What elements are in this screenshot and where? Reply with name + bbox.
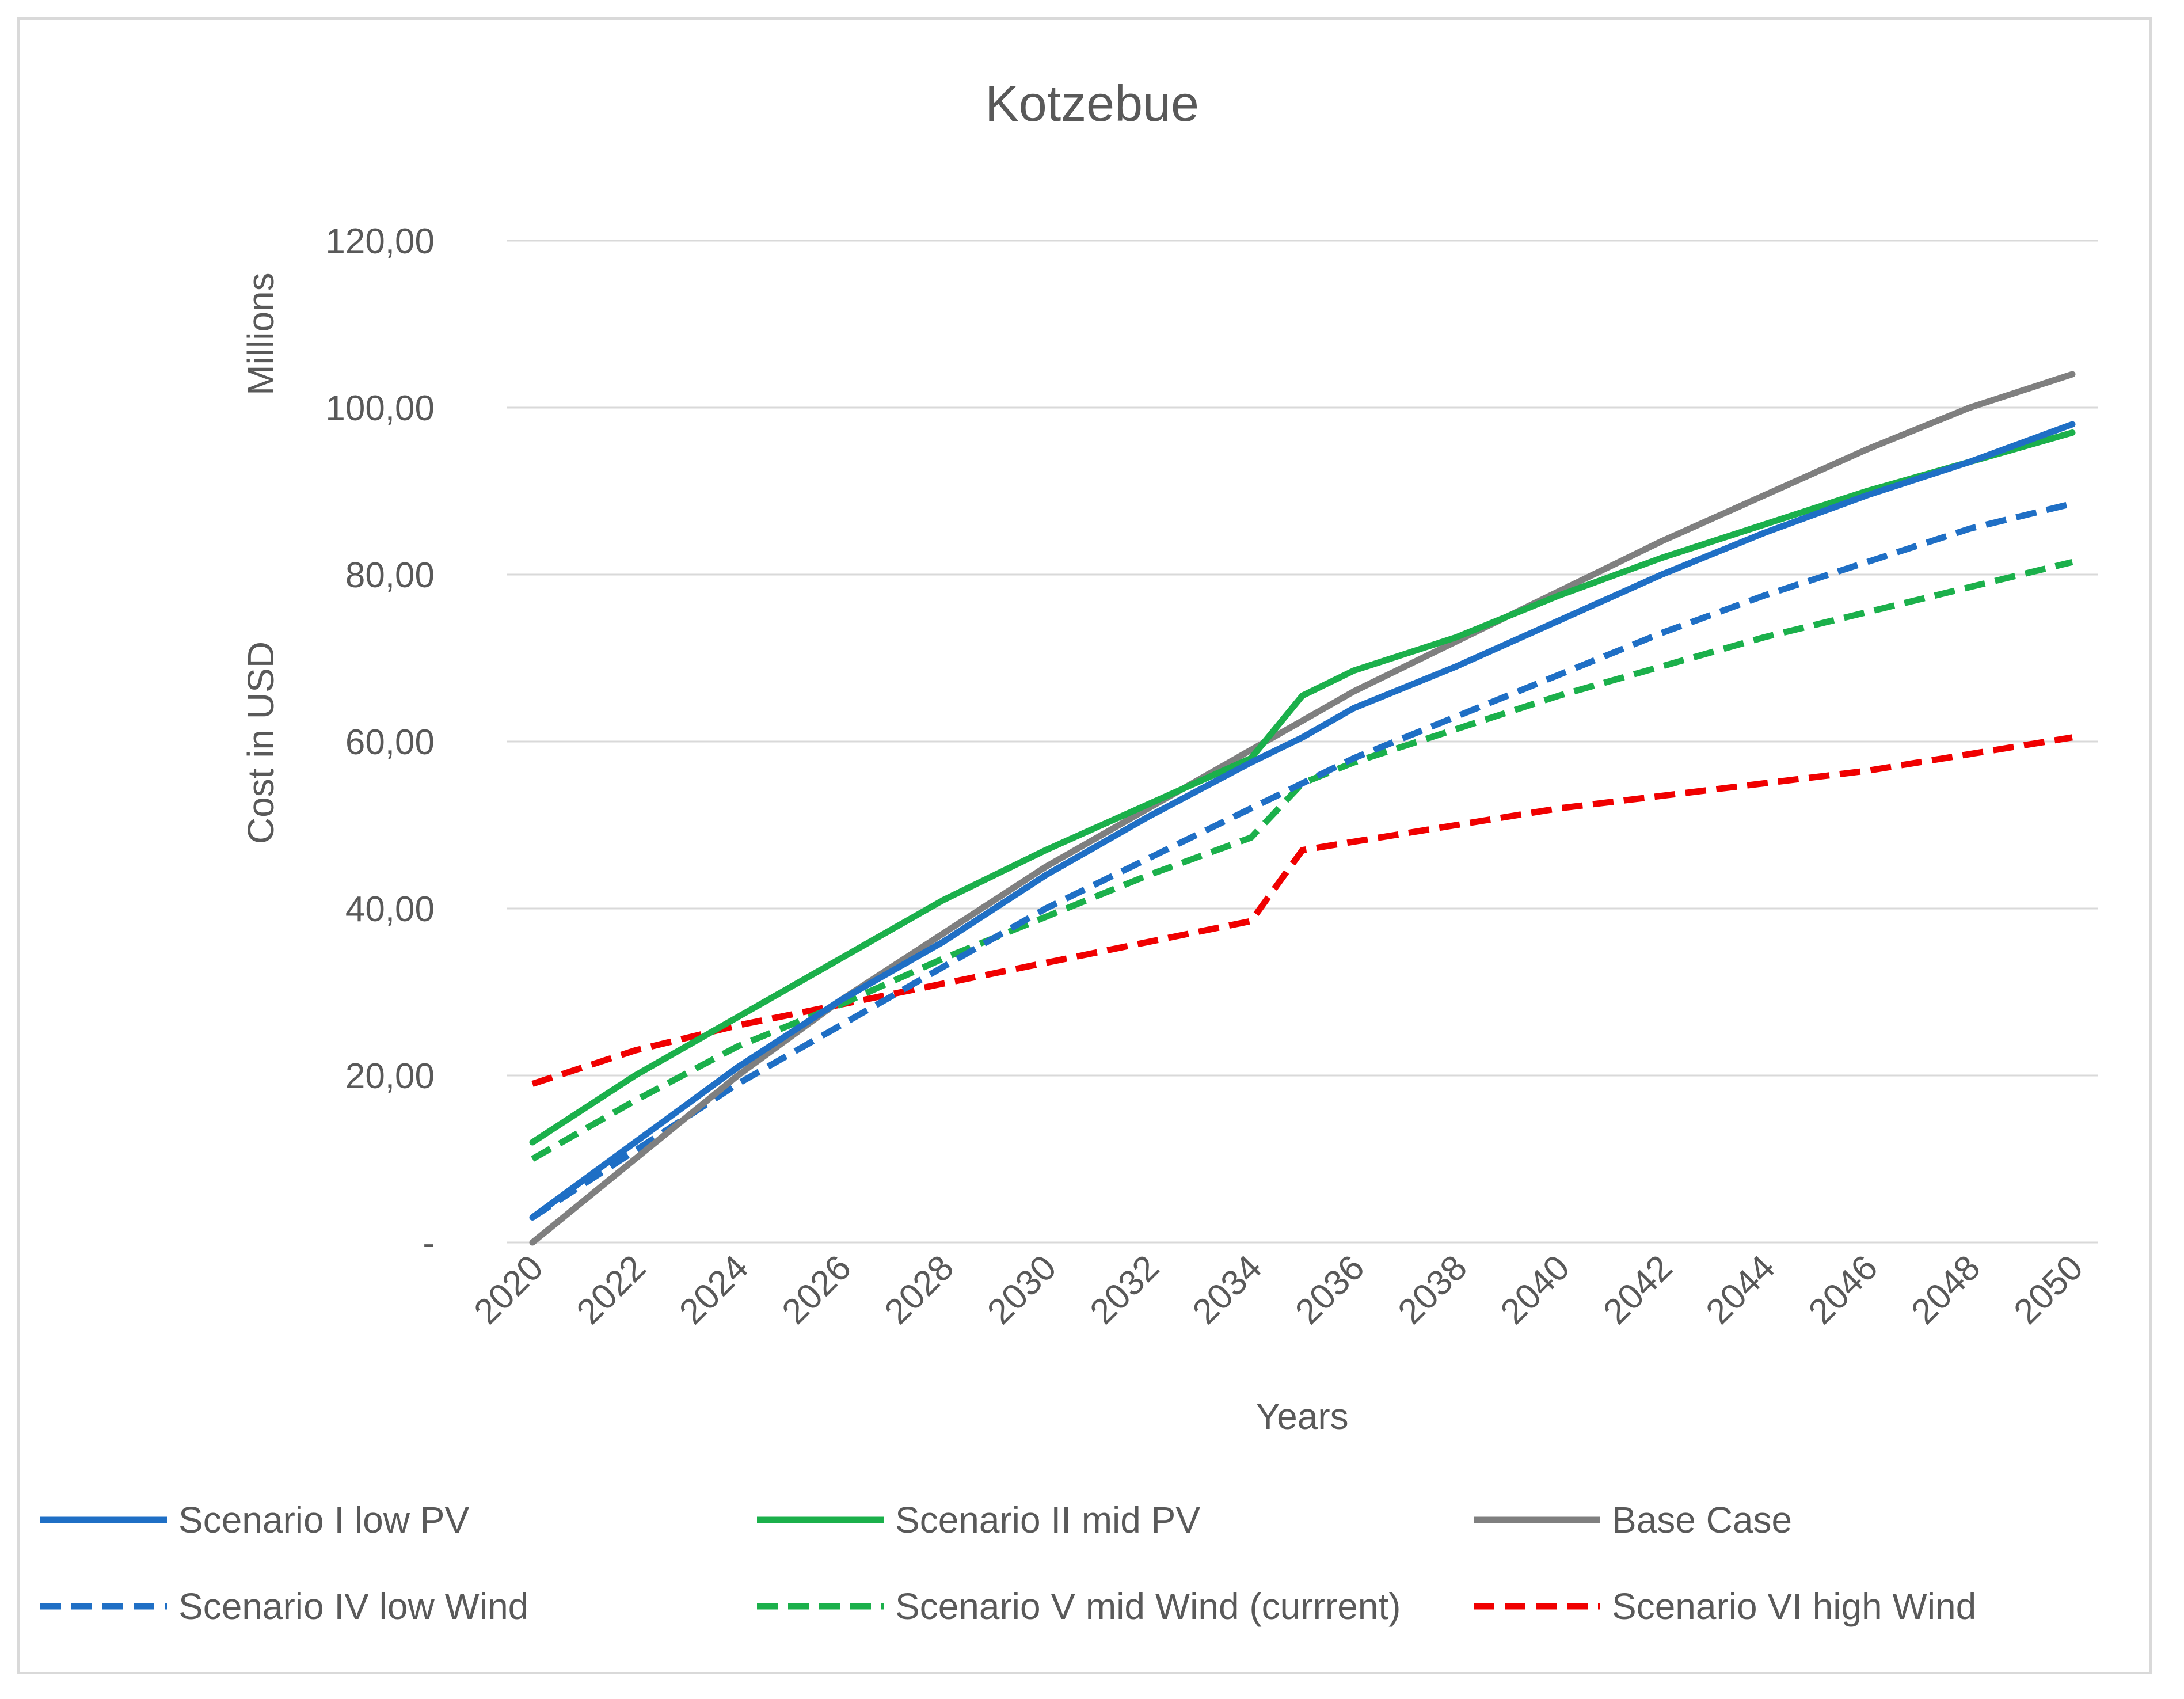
legend-item-scenario-v-mid-wind-currrent: Scenario V mid Wind (currrent) [757,1586,1401,1627]
x-axis-title: Years [1255,1396,1348,1437]
legend: Scenario I low PV Scenario II mid PV Base … [40,1499,1976,1627]
x-tick-label: 2036 [1288,1248,1372,1332]
x-tick-label: 2046 [1801,1248,1885,1332]
x-tick-label: 2038 [1391,1248,1475,1332]
series-line-scenario-iv-low-wind [531,500,2073,1221]
legend-item-scenario-iv-low-wind: Scenario IV low Wind [40,1586,528,1627]
legend-label: Scenario II mid PV [895,1499,1200,1541]
y-tick-label: 120,00 [325,222,435,261]
x-tick-label: 2042 [1596,1248,1680,1332]
series-lines [529,371,2076,1246]
y-tick-label: 20,00 [345,1056,435,1096]
x-tick-label: 2020 [467,1248,551,1332]
x-tick-label: 2028 [877,1248,961,1332]
legend-item-scenario-vi-high-wind: Scenario VI high Wind [1474,1586,1976,1627]
x-tick-label: 2040 [1493,1248,1577,1332]
x-tick-label: 2030 [980,1248,1064,1332]
y-tick-label: 80,00 [345,556,435,595]
legend-item-scenario-i-low-pv: Scenario I low PV [40,1499,469,1541]
legend-label: Scenario V mid Wind (currrent) [895,1586,1401,1627]
x-tick-label: 2032 [1083,1248,1167,1332]
x-tick-label: 2026 [775,1248,859,1332]
y-axis-unit-label: Millions [240,272,281,395]
legend-label: Scenario I low PV [178,1499,469,1541]
x-tick-label: 2048 [1904,1248,1988,1332]
legend-item-base-case: Base Case [1474,1499,1792,1541]
series-line-scenario-vi-high-wind [531,734,2073,1087]
legend-item-scenario-ii-mid-pv: Scenario II mid PV [757,1499,1200,1541]
y-tick-label: 40,00 [345,890,435,929]
x-tick-label: 2022 [569,1248,653,1332]
series-line-scenario-ii-mid-pv [529,429,2076,1146]
x-tick-label: 2044 [1699,1248,1783,1332]
series-line-scenario-v-mid-wind-currrent [531,558,2073,1162]
x-tick-label: 2034 [1185,1248,1269,1332]
legend-label: Scenario VI high Wind [1612,1586,1976,1627]
y-axis-title: Cost in USD [240,641,281,844]
chart-title: Kotzebue [985,75,1199,132]
legend-label: Scenario IV low Wind [178,1586,528,1627]
x-tick-label: 2024 [672,1248,756,1332]
legend-label: Base Case [1612,1499,1792,1541]
series-line-scenario-i-low-pv [529,421,2076,1221]
y-tick-label: 100,00 [325,389,435,428]
x-tick-label: 2050 [2007,1248,2091,1332]
y-tick-label: 60,00 [345,723,435,762]
y-axis-ticks: - 20,00 40,00 60,00 80,00 100,00 120,00 [325,222,435,1263]
y-tick-label: - [423,1223,435,1263]
gridlines [507,240,2098,1244]
x-axis-ticks: 2020 2022 2024 2026 2028 2030 2032 2034 2036 2038… [467,1248,2091,1332]
